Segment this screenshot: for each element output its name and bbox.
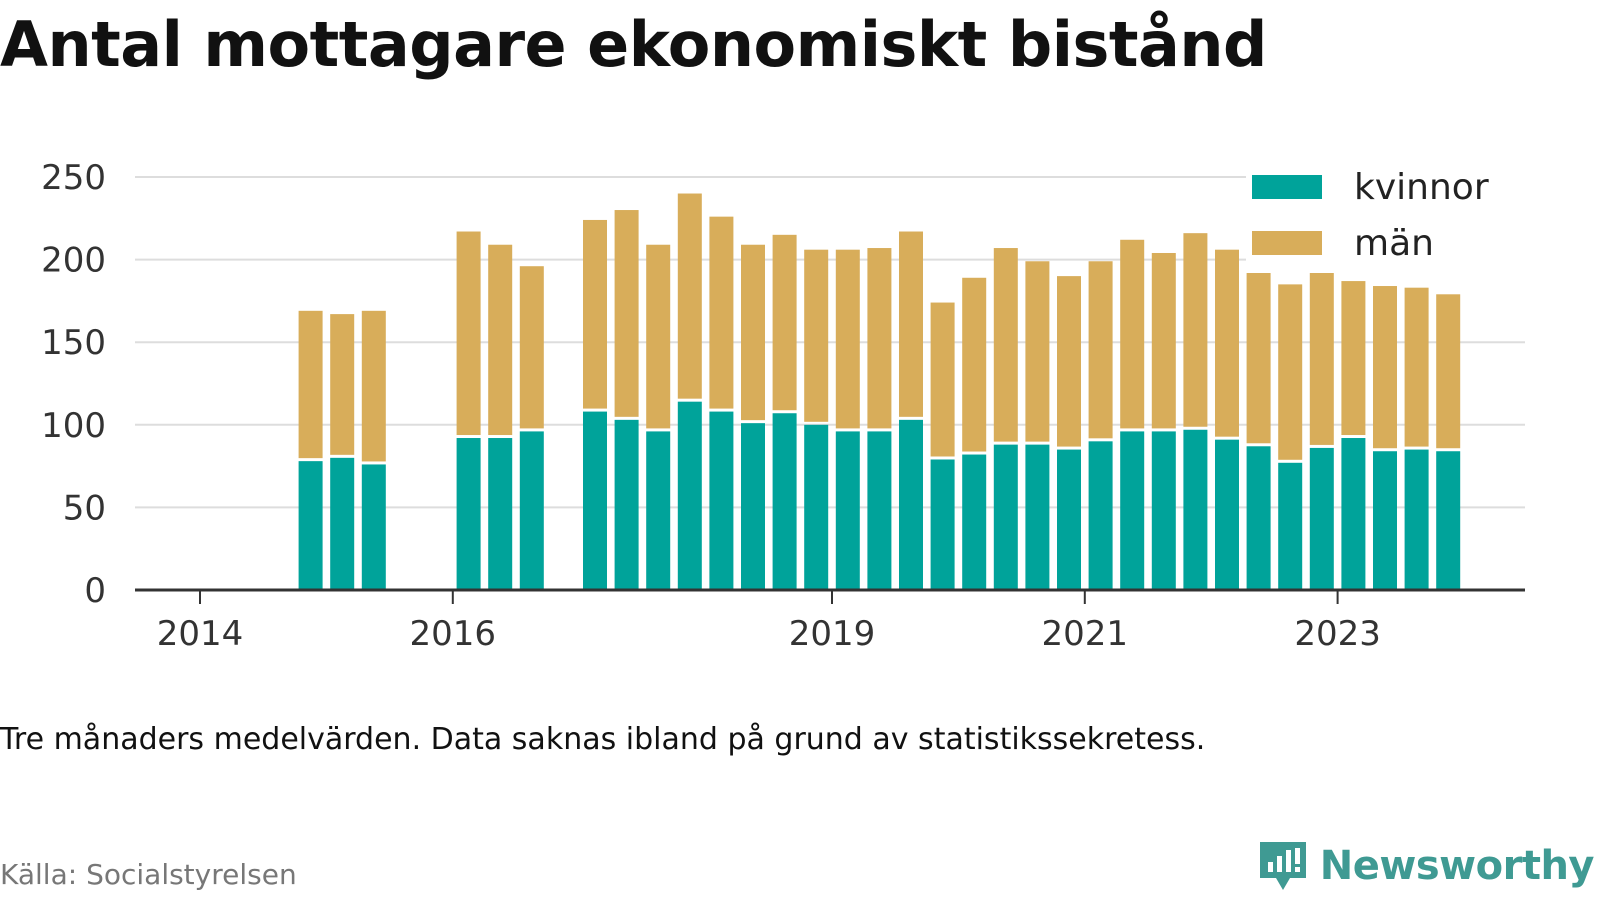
bar-kvinnor — [519, 431, 544, 590]
bar-man — [1404, 287, 1429, 447]
bar-man — [456, 231, 481, 436]
y-tick-label: 250 — [41, 158, 106, 198]
bar-man — [330, 314, 355, 455]
y-tick-label: 50 — [63, 488, 106, 528]
bar-kvinnor — [583, 411, 607, 590]
bar-man — [361, 310, 386, 462]
bar-man — [867, 248, 892, 429]
legend-label: kvinnor — [1354, 167, 1489, 208]
bar-kvinnor — [962, 454, 987, 590]
legend-swatch — [1252, 175, 1322, 199]
bar-man — [1278, 284, 1303, 460]
x-tick-label: 2014 — [157, 614, 244, 654]
bar-kvinnor — [1025, 444, 1050, 590]
bar-man — [1151, 252, 1176, 429]
bar-man — [930, 302, 955, 457]
y-tick-label: 100 — [41, 406, 106, 446]
bar-man — [899, 231, 923, 417]
bar-kvinnor — [930, 459, 955, 590]
legend-swatch — [1252, 231, 1322, 255]
bar-kvinnor — [1278, 462, 1303, 590]
chart-title: Antal mottagare ekonomiskt bistånd — [0, 8, 1267, 81]
bar-man — [677, 193, 702, 399]
bar-kvinnor — [1404, 449, 1429, 590]
bar-kvinnor — [1373, 451, 1397, 590]
bar-kvinnor — [1309, 447, 1334, 590]
stacked-bar-chart: 0 50 100 150 200 250 2014 2016 2019 2021 2023 kvin… — [41, 158, 1528, 654]
bar-kvinnor — [1057, 449, 1081, 590]
bar-man — [804, 249, 829, 422]
bar-kvinnor — [677, 401, 702, 590]
bar-kvinnor — [1436, 451, 1461, 590]
bar-man — [1025, 261, 1050, 442]
chart-note: Tre månaders medelvärden. Data saknas ib… — [0, 722, 1206, 757]
bar-man — [298, 310, 323, 459]
legend: kvinnor män — [1246, 167, 1528, 273]
bar-kvinnor — [867, 431, 892, 590]
bar-kvinnor — [1183, 429, 1208, 590]
bar-kvinnor — [1151, 431, 1176, 590]
bar-man — [1309, 264, 1334, 445]
bar-man — [614, 210, 639, 417]
bar-man — [1246, 252, 1271, 444]
x-tick-label: 2019 — [789, 614, 876, 654]
bar-man — [1183, 233, 1208, 427]
bar-man — [1215, 249, 1239, 437]
x-tick-label: 2021 — [1042, 614, 1129, 654]
bar-kvinnor — [330, 457, 355, 590]
bar-man — [709, 216, 734, 409]
bar-kvinnor — [488, 438, 513, 590]
brand-logo[interactable]: Newsworthy — [1256, 838, 1595, 894]
x-tick-label: 2023 — [1294, 614, 1381, 654]
bar-man — [583, 219, 607, 409]
bar-kvinnor — [741, 423, 765, 590]
bar-kvinnor — [1088, 441, 1113, 590]
bar-man — [488, 244, 513, 436]
legend-label: män — [1354, 223, 1434, 264]
x-tick-label: 2016 — [410, 614, 497, 654]
axes: 0 50 100 150 200 250 2014 2016 2019 2021 2023 — [41, 158, 1525, 654]
bar-kvinnor — [1246, 446, 1271, 590]
bar-man — [1088, 261, 1113, 439]
bar-man — [1341, 281, 1366, 436]
bar-kvinnor — [646, 431, 671, 590]
bar-kvinnor — [1120, 431, 1145, 590]
bar-man — [1373, 286, 1397, 449]
source-label: Källa: Socialstyrelsen — [0, 858, 297, 891]
newsworthy-logo-icon — [1259, 842, 1306, 890]
bar-man — [962, 277, 987, 452]
brand-name: Newsworthy — [1319, 843, 1595, 889]
bar-kvinnor — [993, 444, 1018, 590]
bar-kvinnor — [835, 431, 860, 590]
bar-man — [519, 266, 544, 429]
bar-kvinnor — [1215, 439, 1239, 590]
bar-man — [772, 234, 797, 411]
bar-kvinnor — [298, 461, 323, 590]
bar-man — [835, 249, 860, 429]
bar-man — [1057, 276, 1081, 447]
bar-kvinnor — [899, 419, 923, 590]
bar-kvinnor — [614, 419, 639, 590]
y-tick-label: 200 — [41, 241, 106, 281]
y-tick-label: 150 — [41, 323, 106, 363]
bar-man — [1436, 294, 1461, 449]
bar-kvinnor — [804, 424, 829, 590]
y-tick-label: 0 — [84, 571, 106, 611]
bar-man — [1120, 239, 1145, 429]
bar-kvinnor — [772, 413, 797, 590]
bar-kvinnor — [709, 411, 734, 590]
bar-kvinnor — [456, 438, 481, 590]
bar-kvinnor — [1341, 438, 1366, 590]
bar-groups — [298, 193, 1461, 590]
bar-man — [646, 244, 671, 429]
bar-kvinnor — [361, 464, 386, 590]
bar-man — [993, 248, 1018, 442]
bar-man — [741, 244, 765, 421]
